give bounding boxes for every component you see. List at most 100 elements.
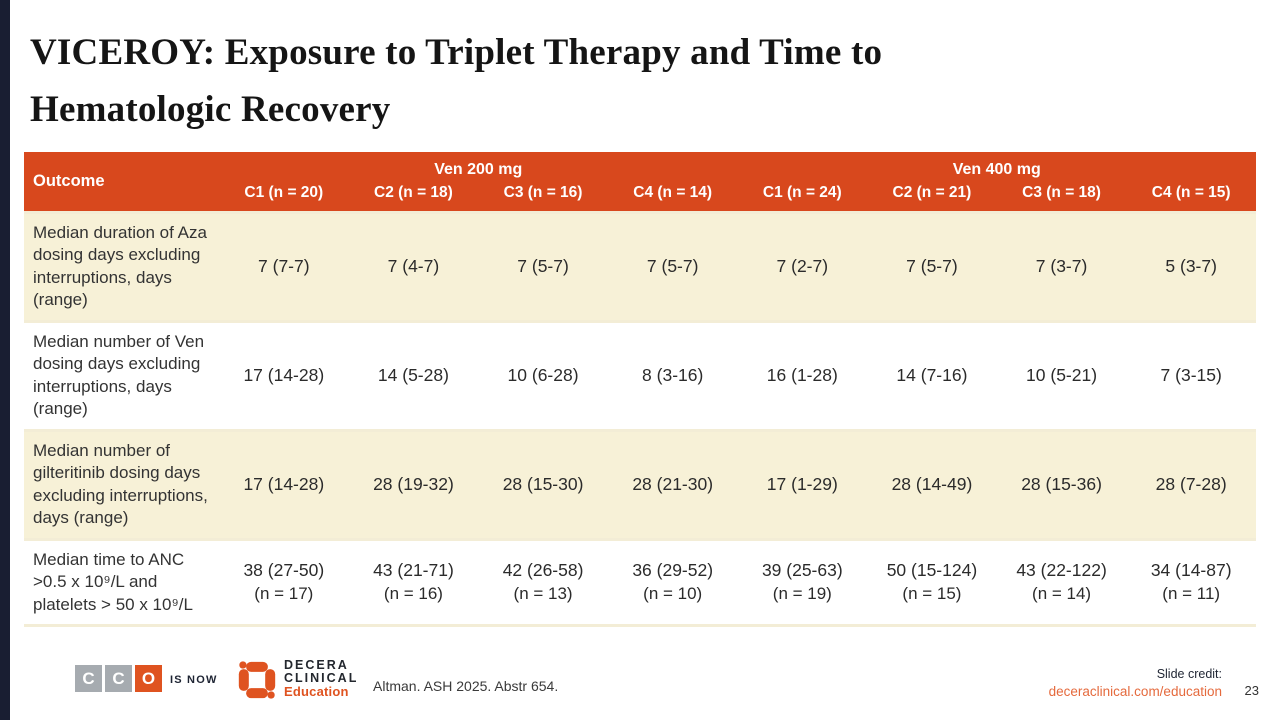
cco-logo-letter-c-1: C [105,665,132,692]
page-number: 23 [1244,683,1259,698]
cell-value: 50 (15-124) [886,560,978,581]
group-header-ven-200: Ven 200 mg [219,152,738,180]
table-cell: 7 (4-7) [349,212,479,321]
table-row: Median time to ANC >0.5 x 10⁹/L and plat… [24,539,1256,626]
table-cell: 39 (25-63) (n = 19) [738,539,868,626]
cell-value: 10 (5-21) [1026,365,1098,385]
table-cell: 38 (27-50) (n = 17) [219,539,349,626]
page-title: VICEROY: Exposure to Triplet Therapy and… [30,24,882,138]
row-label: Median time to ANC >0.5 x 10⁹/L and plat… [33,549,193,614]
cco-logo-letter-o-2: O [135,665,162,692]
slide-credit: Slide credit: deceraclinical.com/educati… [1049,666,1222,700]
table-cell: 7 (5-7) [867,212,997,321]
cell-value: 5 (3-7) [1165,256,1217,276]
page-title-line1: VICEROY: Exposure to Triplet Therapy and… [30,32,883,73]
cell-n-value: (n = 17) [254,584,314,604]
table-cell: 28 (15-36) [997,430,1127,539]
table-cell: 7 (2-7) [738,212,868,321]
cycle-header-0-1: C2 (n = 18) [348,180,479,212]
cell-value: 7 (3-7) [1035,256,1088,276]
outcome-header: Outcome [24,152,219,212]
cell-value: 14 (5-28) [377,365,449,385]
cycle-header-0-0: C1 (n = 20) [219,180,349,212]
cell-value: 28 (15-36) [1021,474,1102,494]
decera-logo-icon [237,660,277,705]
citation: Altman. ASH 2025. Abstr 654. [373,678,559,694]
decera-logo-text: DECERA CLINICAL Education [284,658,359,699]
cell-value: 43 (22-122) [1016,560,1107,581]
cycle-header-row: C1 (n = 20) C2 (n = 18) C3 (n = 16) C4 (n =… [24,180,1256,212]
table-cell: 8 (3-16) [608,321,738,430]
table-cell: 7 (5-7) [608,212,738,321]
cycle-header-1-1: C2 (n = 21) [867,180,997,212]
table-cell: 28 (14-49) [867,430,997,539]
row-label: Median number of Ven dosing days excludi… [33,331,205,419]
decera-wordmark-line2: CLINICAL [284,671,359,685]
table-cell: 14 (5-28) [349,321,479,430]
table-cell: 28 (15-30) [478,430,608,539]
table-cell: 7 (3-7) [997,212,1127,321]
cell-value: 7 (2-7) [776,256,829,276]
table-row: Median number of gilteritinib dosing day… [24,430,1256,539]
table-cell: 7 (3-15) [1126,321,1256,430]
table-cell: 34 (14-87) (n = 11) [1126,539,1256,626]
table-cell: 10 (6-28) [478,321,608,430]
cell-value: 17 (14-28) [243,365,325,385]
cell-value: 7 (5-7) [906,256,958,276]
cell-n-value: (n = 14) [1032,584,1092,604]
cell-n-value: (n = 19) [772,584,832,604]
decera-wordmark-line1: DECERA [284,658,349,672]
table-cell: 14 (7-16) [867,321,997,430]
cycle-header-1-2: C3 (n = 18) [996,180,1127,212]
cell-value: 42 (26-58) [502,560,584,581]
cell-value: 7 (5-7) [646,256,699,276]
table-row: Median number of Ven dosing days excludi… [24,321,1256,430]
group-header-ven-400: Ven 400 mg [737,152,1256,180]
page-title-line2: Hematologic Recovery [30,89,391,130]
slide-credit-label: Slide credit: [1156,667,1222,681]
cell-n-value: (n = 16) [383,584,443,604]
cell-value: 36 (29-52) [632,560,714,581]
cell-n-value: (n = 11) [1162,584,1221,604]
cell-value: 43 (21-71) [373,560,454,581]
table-cell: 43 (22-122) (n = 14) [997,539,1127,626]
cell-value: 28 (14-49) [891,474,973,494]
decera-wordmark-line3: Education [284,684,349,699]
table-cell: 7 (7-7) [219,212,349,321]
decera-icon [238,661,276,699]
cell-value: 28 (19-32) [373,474,454,494]
row-label: Median duration of Aza dosing days exclu… [33,222,207,310]
cell-value: 7 (3-15) [1160,365,1222,385]
cell-value: 7 (4-7) [387,256,440,276]
table-cell: 16 (1-28) [738,321,868,430]
cell-n-value: (n = 15) [902,584,962,604]
left-accent-bar [0,0,10,720]
cycle-header-1-0: C1 (n = 24) [737,180,868,212]
row-label: Median number of gilteritinib dosing day… [33,440,208,528]
table-cell: 28 (21-30) [608,430,738,539]
cell-value: 28 (7-28) [1155,474,1227,494]
cell-value: 17 (1-29) [766,474,838,494]
table-cell: 10 (5-21) [997,321,1127,430]
cell-value: 8 (3-16) [642,365,704,385]
cell-value: 39 (25-63) [761,560,843,581]
cell-value: 7 (7-7) [258,256,310,276]
cell-value: 7 (5-7) [517,256,569,276]
cycle-header-0-3: C4 (n = 14) [607,180,738,212]
table-cell: 28 (19-32) [349,430,479,539]
table-cell: 50 (15-124) (n = 15) [867,539,997,626]
table-cell: 42 (26-58) (n = 13) [478,539,608,626]
cell-value: 38 (27-50) [243,560,325,581]
table-cell: 17 (14-28) [219,430,349,539]
table-cell: 28 (7-28) [1126,430,1256,539]
cell-n-value: (n = 13) [513,584,573,604]
table-row: Median duration of Aza dosing days exclu… [24,212,1256,321]
cell-n-value: (n = 10) [643,584,703,604]
exposure-table: Outcome Ven 200 mg Ven 400 mg C1 (n = 20… [24,152,1256,627]
slide-credit-link[interactable]: deceraclinical.com/education [1048,684,1222,699]
group-header-row: Outcome Ven 200 mg Ven 400 mg [24,152,1256,212]
cell-value: 14 (7-16) [896,365,968,385]
table-cell: 43 (21-71) (n = 16) [349,539,479,626]
table-cell: 36 (29-52) (n = 10) [608,539,738,626]
cell-value: 16 (1-28) [766,365,838,385]
